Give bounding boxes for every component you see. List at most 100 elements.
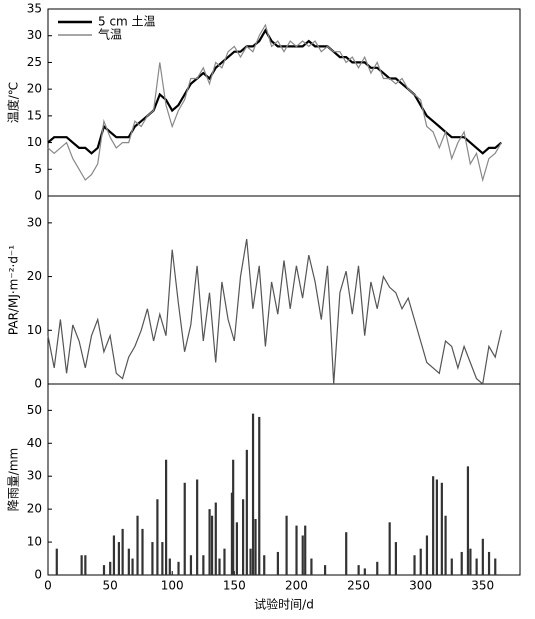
bar: [121, 528, 124, 575]
bar: [189, 555, 193, 575]
bar: [285, 515, 288, 575]
bar: [276, 551, 279, 575]
y-tick-label: 0: [34, 377, 42, 391]
bar: [127, 548, 130, 575]
y-tick-label: 10: [27, 535, 42, 549]
bar: [141, 528, 144, 575]
bar: [481, 538, 484, 575]
bar: [230, 492, 234, 575]
y-axis-label: 温度/℃: [6, 82, 21, 124]
bar: [251, 413, 255, 575]
bar: [235, 522, 238, 575]
y-tick-label: 5: [34, 162, 42, 176]
bar: [494, 558, 497, 575]
bar: [450, 558, 453, 575]
y-tick-label: 30: [27, 215, 42, 229]
bar: [425, 535, 429, 575]
bar: [475, 558, 478, 575]
bar: [295, 525, 298, 575]
bar: [435, 479, 438, 575]
bar: [460, 551, 463, 575]
bar: [214, 502, 217, 575]
bar: [131, 558, 134, 575]
bar: [487, 551, 491, 575]
y-tick-label: 30: [27, 28, 42, 42]
bar: [151, 542, 154, 575]
bar: [202, 555, 205, 575]
x-tick-label: 150: [223, 579, 246, 593]
bar: [168, 558, 171, 575]
x-axis-label: 试验时间/d: [254, 597, 314, 612]
bar: [102, 565, 106, 575]
bar: [136, 515, 139, 575]
legend-label: 气温: [98, 27, 122, 42]
bar: [444, 515, 447, 575]
y-tick-label: 40: [27, 436, 42, 450]
y-tick-label: 15: [27, 108, 42, 122]
y-tick-label: 20: [27, 82, 42, 96]
series-line: [47, 238, 502, 386]
y-tick-label: 0: [34, 568, 42, 582]
bar: [112, 535, 116, 575]
plot-frame: [47, 8, 521, 576]
bar: [80, 555, 83, 575]
y-tick-label: 10: [27, 135, 42, 149]
bar: [223, 548, 226, 575]
bar: [440, 482, 443, 575]
x-tick-label: 100: [161, 579, 184, 593]
y-axis-label: 降雨量/mm: [7, 448, 21, 511]
bar: [363, 568, 366, 575]
bar: [165, 459, 168, 575]
y-tick-label: 10: [27, 323, 42, 337]
bar: [210, 515, 214, 575]
bar: [232, 459, 235, 575]
bar: [413, 555, 416, 575]
bar: [249, 548, 252, 575]
bar: [394, 542, 397, 575]
y-tick-label: 20: [27, 502, 42, 516]
bar: [242, 499, 245, 575]
bar: [254, 519, 257, 575]
x-tick-label: 200: [285, 579, 308, 593]
x-tick-label: 50: [102, 579, 117, 593]
bar: [55, 548, 58, 575]
y-tick-label: 0: [34, 189, 42, 203]
bar: [161, 542, 164, 575]
bar: [218, 558, 221, 575]
y-tick-label: 30: [27, 469, 42, 483]
y-axis-label: PAR/MJ·m⁻²·d⁻¹: [7, 245, 21, 335]
bar: [466, 466, 470, 575]
bar: [109, 561, 112, 575]
y-tick-label: 50: [27, 403, 42, 417]
bar: [177, 561, 180, 575]
bar: [117, 542, 120, 575]
bar: [376, 561, 379, 575]
bar: [345, 532, 348, 575]
bar: [323, 565, 327, 575]
x-tick-label: 300: [409, 579, 432, 593]
bar: [388, 522, 391, 575]
x-tick-label: 350: [471, 579, 494, 593]
y-tick-label: 20: [27, 269, 42, 283]
bar: [301, 535, 304, 575]
bar: [245, 449, 248, 575]
bar: [263, 555, 266, 575]
bar: [208, 509, 211, 575]
series-line: [47, 28, 503, 155]
bar: [469, 548, 472, 575]
x-tick-label: 0: [44, 579, 52, 593]
bar: [419, 548, 422, 575]
series-line: [47, 23, 502, 183]
bar: [183, 482, 186, 575]
bar: [84, 555, 87, 575]
y-tick-label: 35: [27, 2, 42, 16]
bar: [304, 525, 307, 575]
bar: [310, 558, 313, 575]
y-tick-label: 25: [27, 55, 42, 69]
x-tick-label: 250: [347, 579, 370, 593]
bar: [196, 479, 199, 575]
legend-label: 5 cm 土温: [98, 15, 156, 29]
bar: [258, 416, 261, 575]
bar: [432, 476, 435, 575]
